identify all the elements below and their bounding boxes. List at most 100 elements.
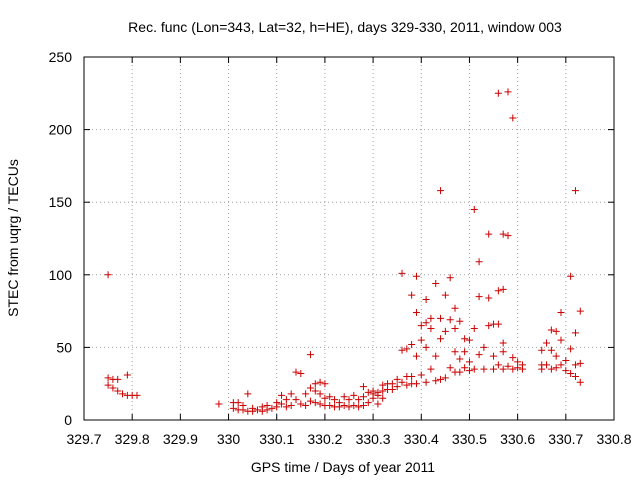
data-point xyxy=(571,187,579,195)
data-point xyxy=(499,230,507,238)
data-point xyxy=(311,380,319,388)
data-point xyxy=(403,345,411,353)
data-point xyxy=(437,335,445,343)
data-point xyxy=(359,393,367,401)
data-point xyxy=(451,325,459,333)
axis-ticks xyxy=(83,56,615,421)
data-point xyxy=(355,396,363,404)
data-point xyxy=(441,327,449,335)
data-point xyxy=(326,401,334,409)
data-point xyxy=(249,407,257,415)
y-tick-label: 50 xyxy=(56,339,72,355)
y-tick-label: 200 xyxy=(49,122,73,138)
data-point xyxy=(547,346,555,354)
data-point xyxy=(234,399,242,407)
data-point xyxy=(494,361,502,369)
data-point xyxy=(335,403,343,411)
x-axis-label: GPS time / Days of year 2011 xyxy=(251,459,435,475)
data-point xyxy=(499,348,507,356)
data-point xyxy=(470,205,478,213)
x-tick-label: 329.7 xyxy=(66,431,101,447)
data-point xyxy=(451,304,459,312)
x-tick-label: 330.3 xyxy=(356,431,391,447)
x-tick-label: 329.8 xyxy=(115,431,150,447)
data-point xyxy=(538,365,546,373)
data-point xyxy=(465,358,473,366)
data-point xyxy=(340,393,348,401)
data-point xyxy=(571,361,579,369)
data-point xyxy=(417,336,425,344)
data-point xyxy=(499,285,507,293)
data-point xyxy=(417,371,425,379)
data-point xyxy=(422,378,430,386)
data-point xyxy=(306,384,314,392)
data-point xyxy=(273,403,281,411)
data-point xyxy=(470,365,478,373)
data-point xyxy=(302,401,310,409)
data-point xyxy=(306,351,314,359)
x-tick-labels: 329.7 329.8 329.9 330 330.1 330.2 330.3 330.4 33… xyxy=(66,431,631,447)
data-point xyxy=(446,274,454,282)
data-point xyxy=(123,371,131,379)
data-point xyxy=(543,339,551,347)
data-point xyxy=(475,293,483,301)
data-point xyxy=(432,280,440,288)
data-point xyxy=(282,396,290,404)
data-point xyxy=(369,394,377,402)
data-point xyxy=(408,372,416,380)
data-point xyxy=(475,351,483,359)
data-point xyxy=(441,374,449,382)
data-point xyxy=(494,89,502,97)
data-point xyxy=(393,375,401,383)
x-tick-label: 330.2 xyxy=(307,431,342,447)
data-point xyxy=(282,403,290,411)
data-point xyxy=(557,336,565,344)
data-point xyxy=(311,387,319,395)
x-tick-label: 330.4 xyxy=(404,431,439,447)
data-point xyxy=(412,272,420,280)
data-point xyxy=(104,381,112,389)
data-point xyxy=(480,343,488,351)
data-point xyxy=(388,386,396,394)
data-point xyxy=(504,88,512,96)
data-point xyxy=(509,114,517,122)
data-points xyxy=(104,88,584,415)
data-point xyxy=(567,272,575,280)
data-point xyxy=(244,390,252,398)
data-point xyxy=(321,380,329,388)
data-point xyxy=(562,367,570,375)
data-point xyxy=(432,352,440,360)
data-point xyxy=(345,403,353,411)
data-point xyxy=(345,396,353,404)
data-point xyxy=(470,325,478,333)
data-point xyxy=(461,335,469,343)
data-point xyxy=(321,394,329,402)
data-point xyxy=(104,271,112,279)
grid-lines xyxy=(84,57,614,420)
data-point xyxy=(355,403,363,411)
data-point xyxy=(543,361,551,369)
data-point xyxy=(427,325,435,333)
data-point xyxy=(567,370,575,378)
data-point xyxy=(494,287,502,295)
data-point xyxy=(119,390,127,398)
data-point xyxy=(316,378,324,386)
data-point xyxy=(114,375,122,383)
data-point xyxy=(350,401,358,409)
data-point xyxy=(437,314,445,322)
data-point xyxy=(287,390,295,398)
data-point xyxy=(571,372,579,380)
x-tick-label: 330.6 xyxy=(500,431,535,447)
data-point xyxy=(412,309,420,317)
data-point xyxy=(133,391,141,399)
data-point xyxy=(364,399,372,407)
data-point xyxy=(422,319,430,327)
data-point xyxy=(114,387,122,395)
x-tick-label: 330.8 xyxy=(596,431,631,447)
data-point xyxy=(437,187,445,195)
data-point xyxy=(485,230,493,238)
data-point xyxy=(297,370,305,378)
data-point xyxy=(331,396,339,404)
data-point xyxy=(374,400,382,408)
data-point xyxy=(485,322,493,330)
